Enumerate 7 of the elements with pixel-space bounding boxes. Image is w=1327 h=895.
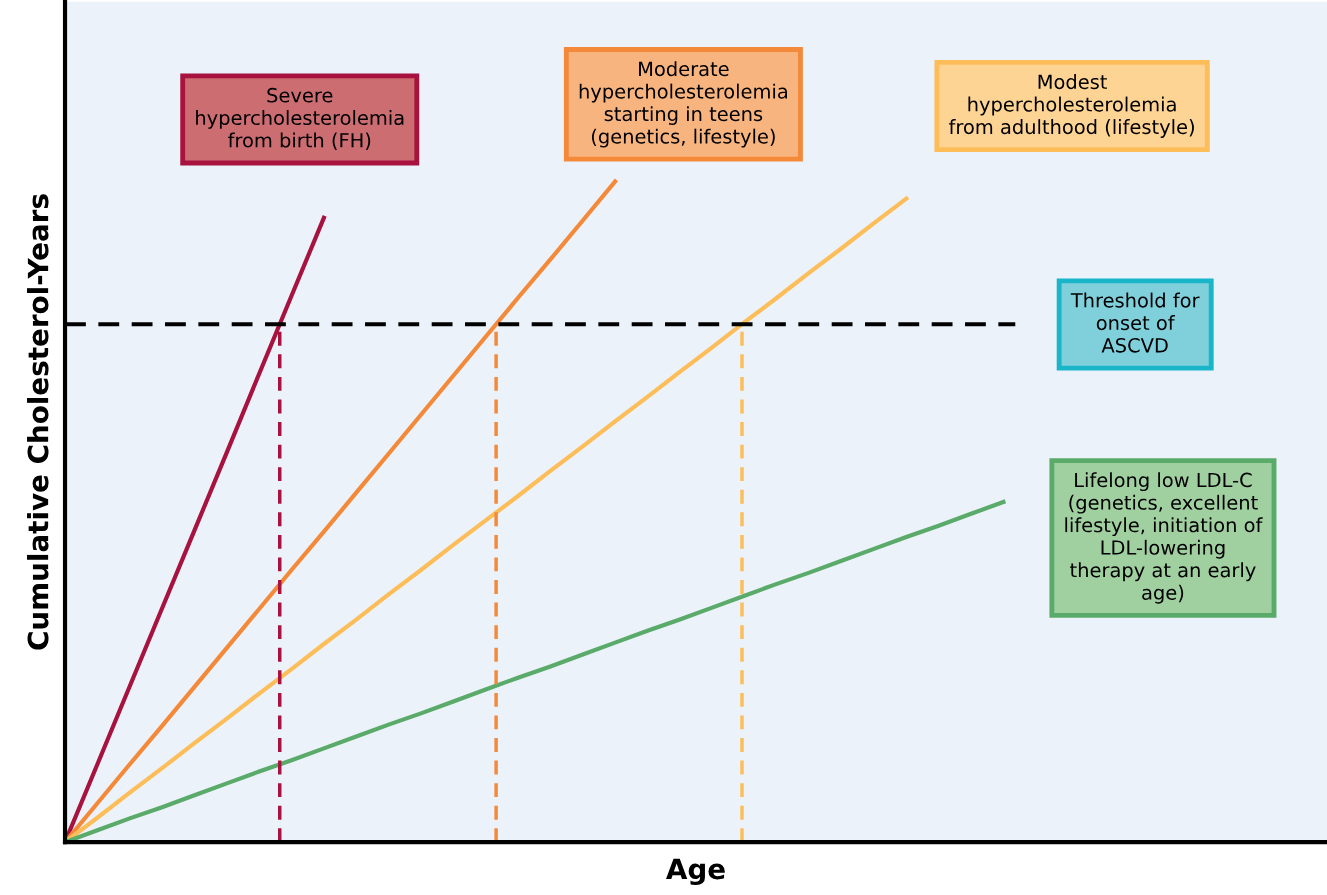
text: Severe hypercholesterolemia from birth (FH) [196, 87, 404, 150]
y-axis-title: Cumulative Cholesterol-Years [27, 194, 49, 650]
annotation: Lifelong low LDL-C (genetics, excellent lifestyle, initiation of LDL-lowering therapy at an early age) [1065, 472, 1263, 604]
ref-line-label: Threshold for onset of ASCVD [1070, 292, 1200, 353]
x-axis-title: Age [666, 858, 725, 886]
text: Modest hypercholesterolemia from adulthood (lifestyle) [948, 74, 1194, 138]
text: Moderate hypercholesterolemia starting in teens (genetics, lifestyle) [579, 61, 788, 148]
